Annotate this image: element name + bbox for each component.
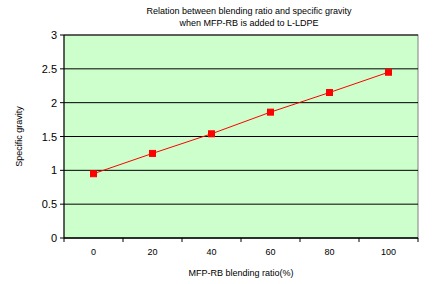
grid-line — [64, 204, 418, 205]
y-tick — [60, 136, 64, 137]
chart-title: Relation between blending ratio and spec… — [146, 6, 352, 16]
data-group — [91, 69, 392, 176]
series-line — [94, 72, 389, 173]
x-tick-label: 100 — [381, 247, 396, 257]
data-point — [91, 171, 97, 177]
x-tick — [241, 238, 242, 242]
x-tick-label: 20 — [147, 247, 157, 257]
data-point — [209, 131, 215, 137]
y-tick — [60, 35, 64, 36]
y-tick — [60, 238, 64, 239]
x-tick-label: 60 — [265, 247, 275, 257]
y-tick — [60, 102, 64, 103]
grid-line — [64, 136, 418, 137]
data-point — [386, 69, 392, 75]
grid-line — [64, 35, 418, 36]
plot-area — [64, 35, 418, 238]
data-point — [268, 109, 274, 115]
chart-container: Relation between blending ratio and spec… — [0, 0, 437, 284]
y-tick — [60, 170, 64, 171]
x-tick — [359, 238, 360, 242]
y-axis-label: Specific gravity — [14, 106, 24, 167]
chart-background — [1, 1, 437, 284]
y-axis — [64, 35, 65, 238]
grid-line — [64, 68, 418, 69]
y-tick — [60, 68, 64, 69]
x-tick-label: 0 — [91, 247, 96, 257]
y-tick-label: 0.5 — [42, 198, 57, 210]
grid-line — [64, 102, 418, 103]
x-tick-label: 80 — [324, 247, 334, 257]
x-tick — [123, 238, 124, 242]
data-point — [327, 90, 333, 96]
grid-line — [64, 170, 418, 171]
y-tick-label: 1.5 — [42, 131, 57, 143]
x-tick — [64, 238, 65, 242]
x-axis-label: MFP-RB blending ratio(%) — [188, 268, 293, 278]
chart-title: when MFP-RB is added to L-LDPE — [178, 18, 318, 28]
x-tick — [300, 238, 301, 242]
y-tick-label: 2 — [51, 97, 57, 109]
y-tick-label: 0 — [51, 232, 57, 244]
x-tick — [418, 238, 419, 242]
y-tick-label: 3 — [51, 29, 57, 41]
y-tick-label: 1 — [51, 164, 57, 176]
y-tick — [60, 204, 64, 205]
chart-svg: Relation between blending ratio and spec… — [0, 0, 437, 284]
x-tick — [182, 238, 183, 242]
x-tick-label: 40 — [206, 247, 216, 257]
data-point — [150, 150, 156, 156]
y-tick-label: 2.5 — [42, 63, 57, 75]
